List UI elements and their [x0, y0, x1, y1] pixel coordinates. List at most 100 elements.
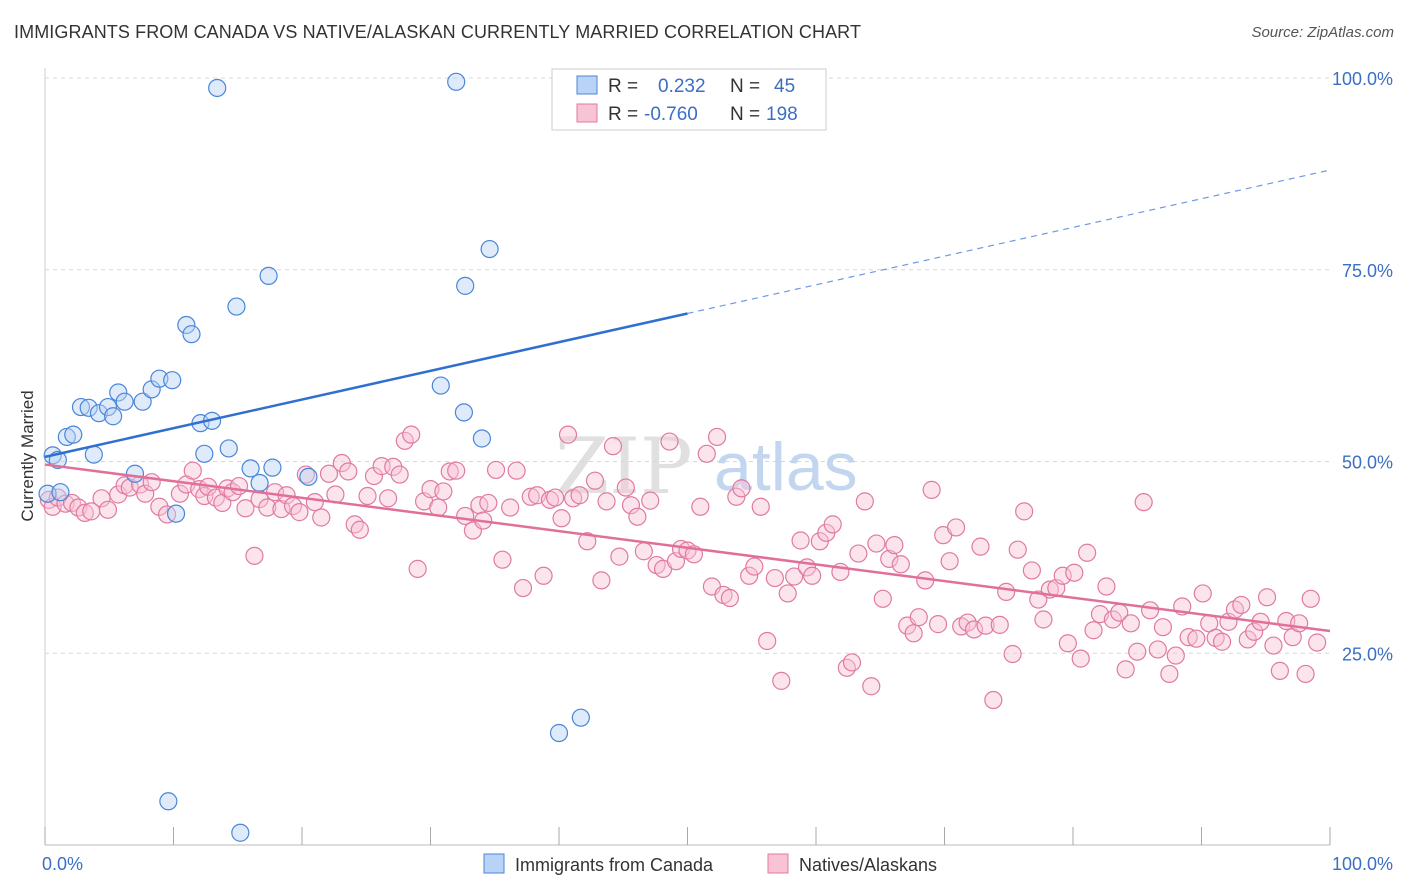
natives-alaskans-point-4	[62, 493, 82, 513]
immigrants-canada-point-10	[104, 407, 123, 426]
natives-alaskans-point-40	[312, 508, 331, 527]
natives-alaskans-point-71	[513, 578, 533, 598]
natives-alaskans-point-130	[885, 536, 904, 555]
natives-alaskans-point-22	[195, 486, 214, 506]
natives-alaskans-point-159	[1065, 563, 1084, 582]
natives-alaskans-point-69	[501, 498, 520, 517]
natives-alaskans-point-20	[183, 461, 202, 480]
legend-bottom-pink-swatch	[767, 853, 789, 874]
natives-alaskans-point-178	[1187, 629, 1206, 648]
natives-alaskans-point-115	[791, 531, 810, 550]
natives-alaskans-point-10	[109, 485, 128, 504]
natives-alaskans-point-158	[1058, 634, 1077, 653]
natives-alaskans-point-160	[1071, 649, 1090, 668]
y-tick-label-3: 100.0%	[1332, 69, 1393, 89]
immigrants-canada-point-29	[259, 266, 278, 285]
immigrants-canada-point-27	[241, 459, 260, 478]
natives-alaskans-point-152	[1022, 561, 1041, 580]
natives-alaskans-point-144	[971, 537, 990, 556]
natives-alaskans-point-179	[1193, 584, 1212, 603]
natives-alaskans-point-143	[964, 620, 984, 639]
natives-alaskans-point-194	[1290, 614, 1309, 633]
natives-alaskans-point-128	[873, 589, 892, 608]
natives-alaskans-point-54	[402, 425, 421, 444]
legend-bottom-pink-label: Natives/Alaskans	[799, 855, 937, 875]
natives-alaskans-point-50	[378, 489, 398, 508]
immigrants-canada-point-33	[454, 403, 474, 422]
legend-r-value-1: 0.232	[658, 76, 706, 97]
natives-alaskans-point-76	[546, 488, 565, 507]
natives-alaskans-point-140	[946, 518, 966, 537]
natives-alaskans-point-172	[1148, 640, 1167, 659]
natives-alaskans-point-154	[1034, 610, 1053, 629]
legend-r-label-1: R =	[608, 76, 638, 97]
natives-alaskans-point-104	[720, 588, 740, 608]
immigrants-canada-point-44	[51, 483, 70, 502]
natives-alaskans-point-91	[641, 491, 660, 510]
natives-alaskans-point-52	[390, 465, 409, 484]
y-tick-label-0: 25.0%	[1342, 644, 1393, 664]
natives-alaskans-point-173	[1153, 618, 1173, 637]
natives-alaskans-point-113	[778, 584, 797, 603]
natives-alaskans-point-80	[570, 486, 589, 505]
natives-alaskans-point-169	[1128, 642, 1147, 661]
x-tick-label-1: 100.0%	[1332, 854, 1393, 874]
natives-alaskans-point-147	[990, 615, 1009, 634]
immigrants-canada-point-37	[472, 429, 491, 448]
natives-alaskans-point-108	[745, 557, 764, 576]
immigrants-canada-point-26	[227, 297, 246, 316]
natives-alaskans-point-14	[136, 484, 155, 503]
natives-alaskans-point-174	[1160, 664, 1179, 684]
natives-alaskans-point-134	[909, 608, 928, 627]
natives-alaskans-point-122	[837, 658, 856, 677]
immigrants-canada-point-22	[195, 444, 214, 463]
legend-n-value-1: 45	[774, 76, 795, 97]
immigrants-canada-point-30	[263, 458, 282, 477]
legend-series: Immigrants from Canada Natives/Alaskans	[483, 853, 937, 875]
natives-alaskans-point-114	[785, 567, 804, 586]
natives-alaskans-point-136	[922, 480, 941, 499]
source-label: Source: ZipAtlas.com	[1251, 24, 1394, 41]
natives-alaskans-point-94	[660, 432, 679, 451]
immigrants-canada-point-28	[250, 473, 269, 493]
natives-alaskans-point-99	[691, 497, 710, 516]
natives-alaskans-point-90	[634, 542, 653, 561]
natives-alaskans-point-148	[997, 582, 1016, 601]
natives-alaskans-point-123	[842, 653, 862, 672]
natives-alaskans-point-129	[880, 549, 899, 569]
natives-alaskans-point-102	[707, 427, 727, 447]
grid-lines	[45, 77, 1330, 654]
immigrants-canada-point-35	[447, 72, 466, 91]
natives-alaskans-point-153	[1029, 590, 1048, 609]
legend-bottom-blue-label: Immigrants from Canada	[515, 855, 714, 875]
natives-alaskans-point-67	[486, 460, 506, 480]
legend-blue-swatch	[576, 75, 598, 95]
natives-alaskans-point-120	[823, 515, 842, 534]
natives-alaskans-point-127	[867, 534, 886, 553]
immigrants-canada-point-36	[456, 276, 475, 295]
natives-alaskans-point-30	[245, 546, 264, 565]
natives-alaskans-point-185	[1232, 595, 1251, 615]
natives-alaskans-point-32	[258, 498, 277, 517]
immigrants-canada-point-6	[79, 398, 98, 417]
natives-alaskans-point-150	[1008, 540, 1027, 559]
natives-alaskans-point-68	[493, 550, 512, 569]
trend-line-immigrants-solid	[44, 312, 688, 459]
natives-alaskans-point-133	[904, 624, 923, 643]
immigrants-canada-point-11	[109, 383, 128, 402]
x-tick-label-0: 0.0%	[42, 854, 83, 874]
natives-alaskans-point-47	[358, 486, 377, 506]
natives-alaskans-point-191	[1270, 661, 1289, 680]
natives-alaskans-point-145	[976, 616, 995, 635]
natives-alaskans-point-109	[751, 497, 770, 516]
immigrants-canada-point-14	[133, 392, 152, 411]
natives-alaskans-point-38	[296, 465, 315, 484]
natives-alaskans-points	[39, 425, 1327, 710]
natives-alaskans-point-100	[697, 444, 716, 463]
natives-alaskans-point-18	[170, 484, 190, 503]
natives-alaskans-point-139	[940, 552, 959, 571]
natives-alaskans-point-111	[765, 568, 784, 588]
natives-alaskans-point-77	[552, 509, 571, 528]
watermark-zip: ZIP	[555, 422, 693, 512]
